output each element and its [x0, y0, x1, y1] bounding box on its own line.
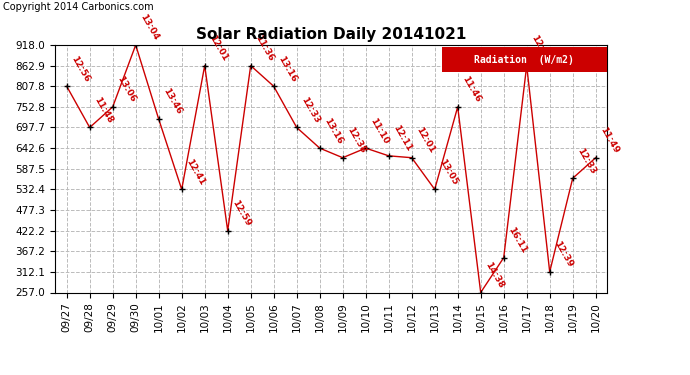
- Text: 13:04: 13:04: [139, 13, 161, 42]
- Text: 12:56: 12:56: [70, 54, 92, 84]
- Text: 13:16: 13:16: [277, 54, 299, 84]
- Text: 11:49: 11:49: [598, 125, 621, 155]
- Text: 12:59: 12:59: [230, 198, 253, 228]
- Text: 13:46: 13:46: [161, 87, 184, 116]
- Text: 12:41: 12:41: [184, 157, 206, 187]
- Text: Copyright 2014 Carbonics.com: Copyright 2014 Carbonics.com: [3, 2, 154, 12]
- Text: 13:16: 13:16: [322, 116, 344, 146]
- Text: 13:05: 13:05: [437, 158, 460, 187]
- Text: 12:11: 12:11: [391, 124, 413, 153]
- Text: 11:36: 11:36: [253, 34, 275, 63]
- Text: 13:06: 13:06: [115, 75, 137, 104]
- Text: 14:38: 14:38: [484, 260, 506, 290]
- Text: 11:48: 11:48: [92, 95, 115, 125]
- Text: 16:11: 16:11: [506, 226, 529, 255]
- Text: 12:33: 12:33: [575, 146, 598, 176]
- Text: 12:25: 12:25: [529, 34, 551, 63]
- Text: 12:01: 12:01: [415, 126, 437, 155]
- Text: 12:33: 12:33: [299, 95, 322, 125]
- Text: 12:01: 12:01: [208, 34, 230, 63]
- Title: Solar Radiation Daily 20141021: Solar Radiation Daily 20141021: [196, 27, 466, 42]
- Text: 12:39: 12:39: [553, 240, 575, 269]
- Text: 11:10: 11:10: [368, 116, 391, 146]
- Text: 12:38: 12:38: [346, 126, 368, 155]
- Text: 11:46: 11:46: [460, 75, 482, 104]
